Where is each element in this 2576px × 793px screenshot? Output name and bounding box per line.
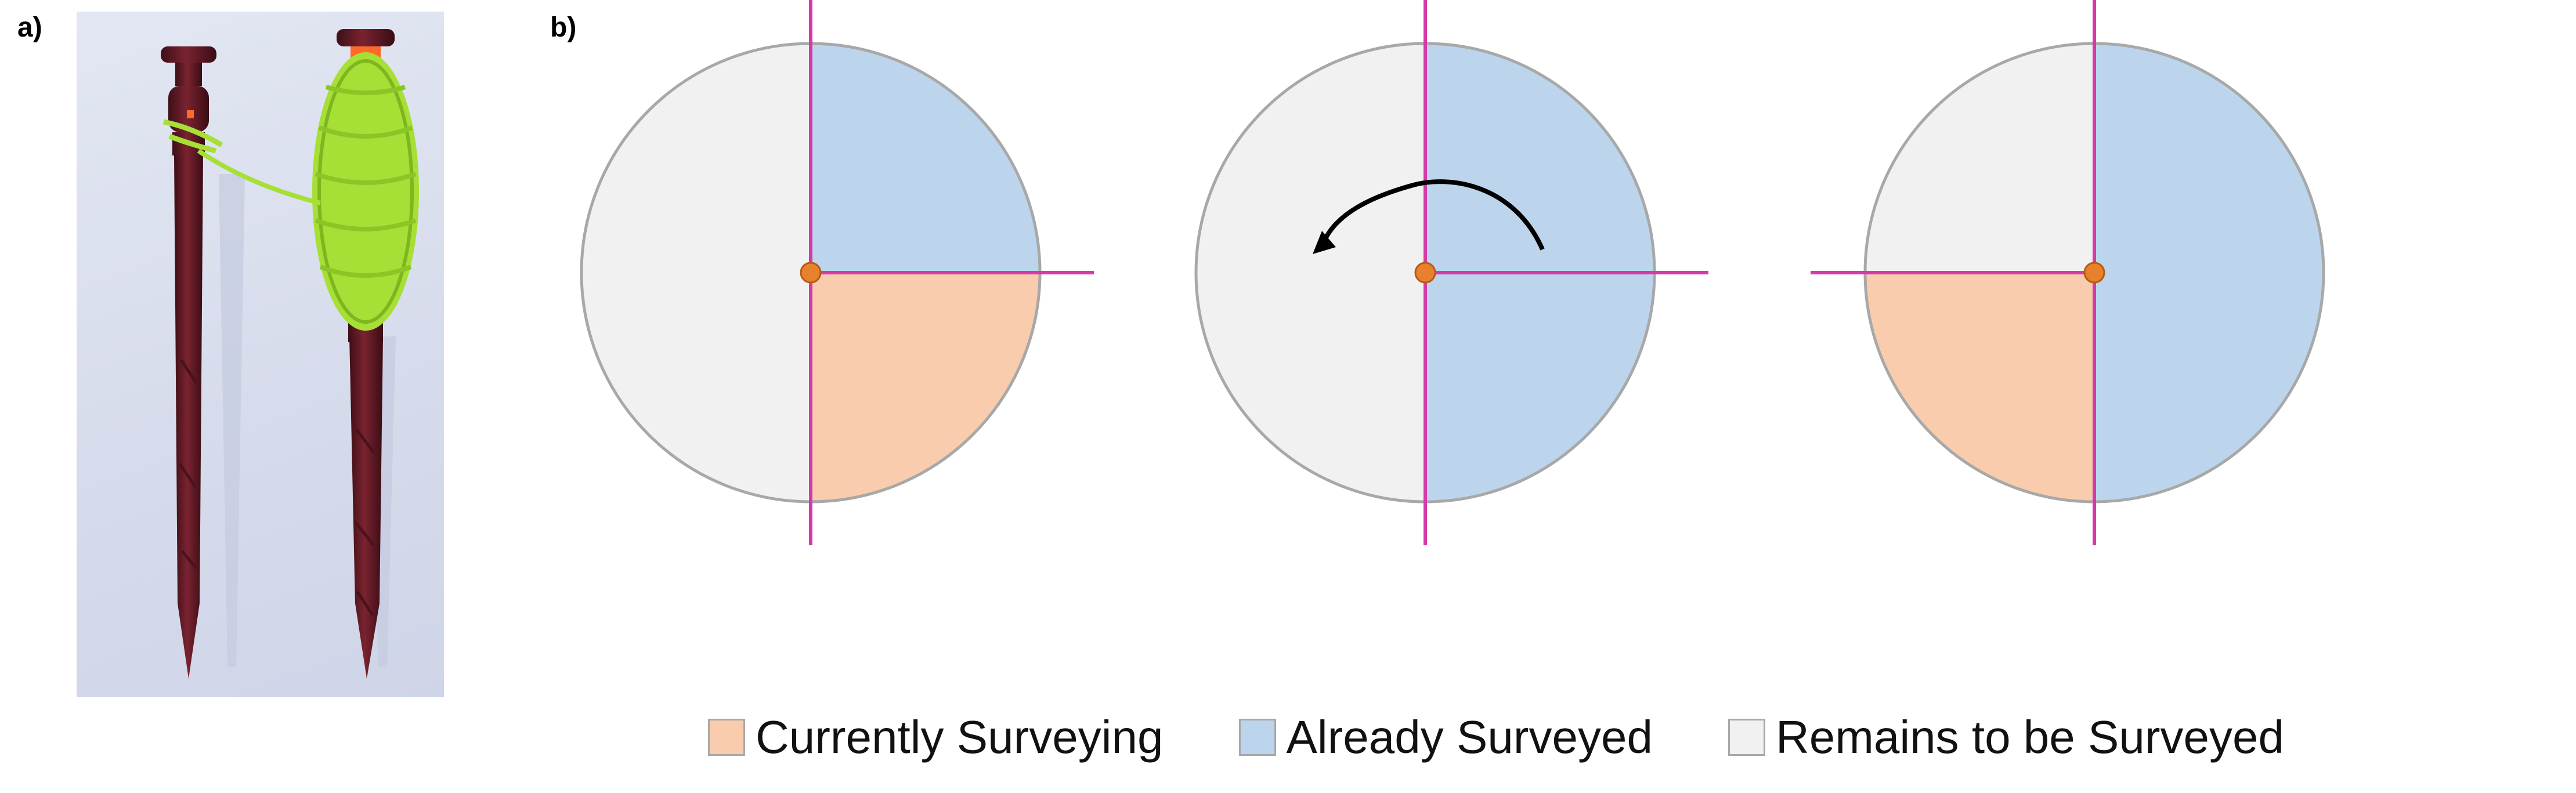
panel-label-a: a) — [17, 12, 42, 43]
remains-left-half — [581, 44, 811, 502]
diagram-step-2 — [1194, 0, 1708, 545]
green-string — [163, 52, 419, 331]
legend-swatch — [708, 719, 745, 756]
legend-item-remains: Remains to be Surveyed — [1728, 711, 2284, 764]
center-stake-dot — [800, 262, 822, 284]
rotation-arrowhead-icon — [1313, 231, 1336, 254]
legend: Currently Surveying Already Surveyed Rem… — [708, 711, 2360, 764]
panel-label-b: b) — [550, 12, 577, 43]
legend-label: Currently Surveying — [756, 711, 1164, 763]
center-stake-dot — [2083, 262, 2105, 284]
legend-item-currently-surveying: Currently Surveying — [708, 711, 1164, 764]
legend-swatch — [1728, 719, 1765, 756]
legend-label: Remains to be Surveyed — [1775, 711, 2284, 763]
legend-swatch — [1238, 719, 1276, 756]
diagram-step-1 — [580, 0, 1094, 545]
currently-surveying-bottom-left — [1865, 273, 2094, 502]
currently-surveying-bottom-right — [811, 273, 1040, 502]
center-stake-dot — [1414, 262, 1436, 284]
legend-label: Already Surveyed — [1286, 711, 1653, 763]
remains-top-left — [1865, 44, 2094, 273]
legend-item-already-surveyed: Already Surveyed — [1238, 711, 1653, 764]
left-stake — [161, 46, 216, 679]
already-surveyed-right-half — [2094, 44, 2324, 502]
stakes-photo — [77, 12, 444, 697]
remains-left-half — [1196, 44, 1425, 502]
already-surveyed-top-right — [811, 44, 1040, 273]
stakes-illustration — [161, 29, 419, 679]
rotation-arrow-icon — [1321, 179, 1545, 251]
diagram-step-3 — [1811, 0, 2325, 545]
